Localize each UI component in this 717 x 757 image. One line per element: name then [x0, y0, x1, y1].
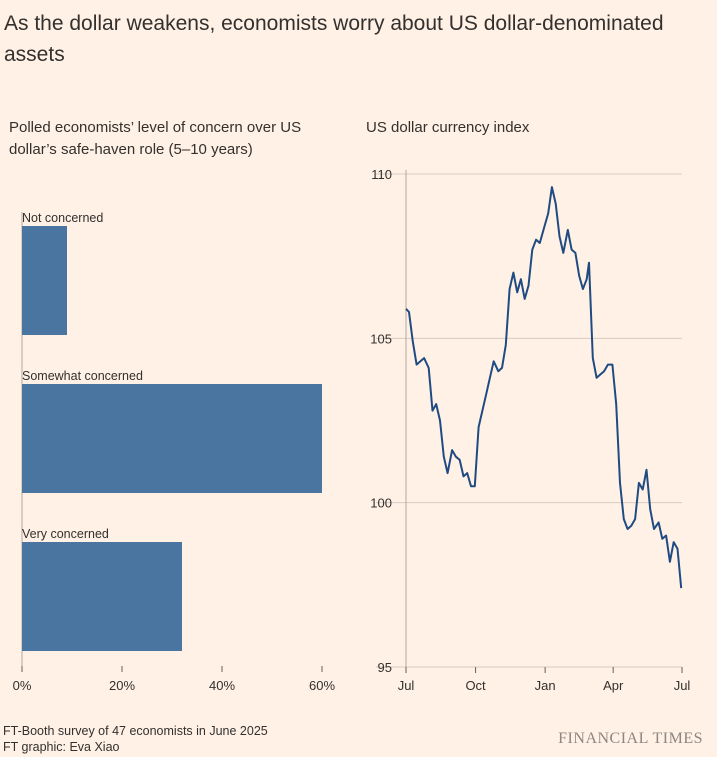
- x-tick-label: 0%: [13, 678, 32, 693]
- bar-chart-subtitle: Polled economists’ level of concern over…: [9, 119, 302, 158]
- x-tick-label: Jul: [674, 678, 691, 693]
- y-tick-label: 105: [370, 331, 392, 346]
- bar: [22, 384, 322, 493]
- x-tick-label: 60%: [309, 678, 335, 693]
- y-tick-label: 110: [371, 167, 392, 182]
- bar: [22, 226, 67, 335]
- line-chart-subtitle: US dollar currency index: [366, 119, 530, 136]
- category-label: Very concerned: [22, 527, 109, 541]
- x-tick-label: Jan: [535, 678, 556, 693]
- y-tick-label: 100: [370, 496, 392, 511]
- graphic-credit: FT graphic: Eva Xiao: [3, 740, 120, 754]
- bar: [22, 542, 182, 651]
- ft-logo: FINANCIAL TIMES: [558, 730, 703, 747]
- source-note: FT-Booth survey of 47 economists in June…: [3, 724, 268, 738]
- dollar-index-line: [405, 186, 683, 589]
- x-tick-label: Jul: [398, 678, 415, 693]
- x-tick-label: Apr: [603, 678, 624, 693]
- x-tick-label: Oct: [465, 678, 486, 693]
- y-tick-label: 95: [378, 660, 392, 675]
- x-tick-label: 20%: [109, 678, 135, 693]
- chart-title: As the dollar weakens, economists worry …: [4, 12, 664, 66]
- x-tick-label: 40%: [209, 678, 235, 693]
- category-label: Not concerned: [22, 211, 103, 225]
- category-label: Somewhat concerned: [22, 369, 143, 383]
